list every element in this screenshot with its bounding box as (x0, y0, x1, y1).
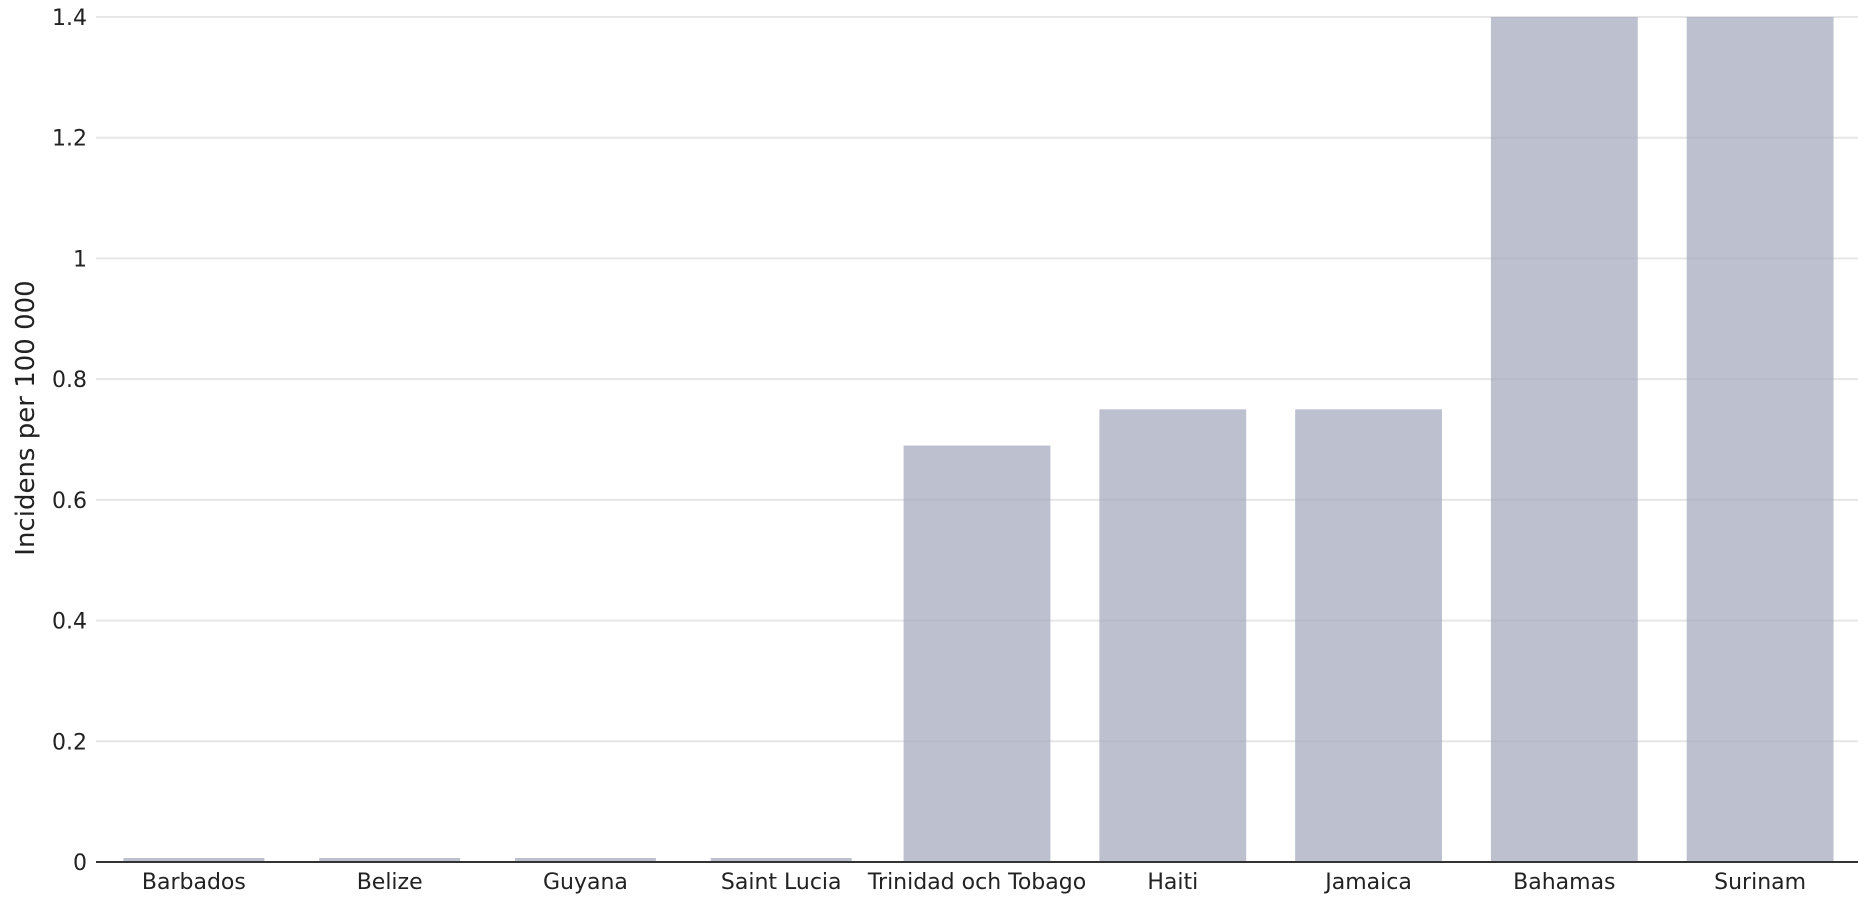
y-tick-label: 1 (73, 247, 87, 272)
bar[interactable] (1099, 409, 1247, 862)
y-tick-label: 1.2 (52, 127, 87, 152)
bar[interactable] (1686, 17, 1834, 862)
y-tick-label: 0 (73, 851, 87, 876)
axes: 0 0.2 0.4 0.6 0.8 1 1.2 1.4 Barbados Belize Guyana… (52, 6, 1858, 895)
bar[interactable] (1490, 17, 1638, 862)
bar[interactable] (903, 445, 1051, 862)
bars (123, 17, 1834, 862)
y-tick-label: 0.2 (52, 730, 87, 755)
bar[interactable] (319, 858, 461, 862)
x-tick-label: Surinam (1714, 870, 1806, 895)
bar[interactable] (710, 858, 852, 862)
x-tick-label: Barbados (142, 870, 246, 895)
x-tick-label: Bahamas (1513, 870, 1615, 895)
x-tick-label: Trinidad och Tobago (867, 870, 1086, 895)
y-tick-label: 0.6 (52, 489, 87, 514)
y-tick-label: 1.4 (52, 6, 87, 31)
y-tick-label: 0.4 (52, 610, 87, 635)
bar[interactable] (123, 858, 265, 862)
bar[interactable] (514, 858, 656, 862)
y-axis-title: Incidens per 100 000 (11, 280, 41, 555)
x-tick-label: Belize (357, 870, 423, 895)
bar[interactable] (1295, 409, 1442, 862)
x-tick-label: Saint Lucia (721, 870, 842, 895)
y-tick-label: 0.8 (52, 368, 87, 393)
x-tick-label: Haiti (1147, 870, 1198, 895)
x-tick-label: Guyana (543, 870, 628, 895)
x-tick-label: Jamaica (1323, 870, 1412, 895)
